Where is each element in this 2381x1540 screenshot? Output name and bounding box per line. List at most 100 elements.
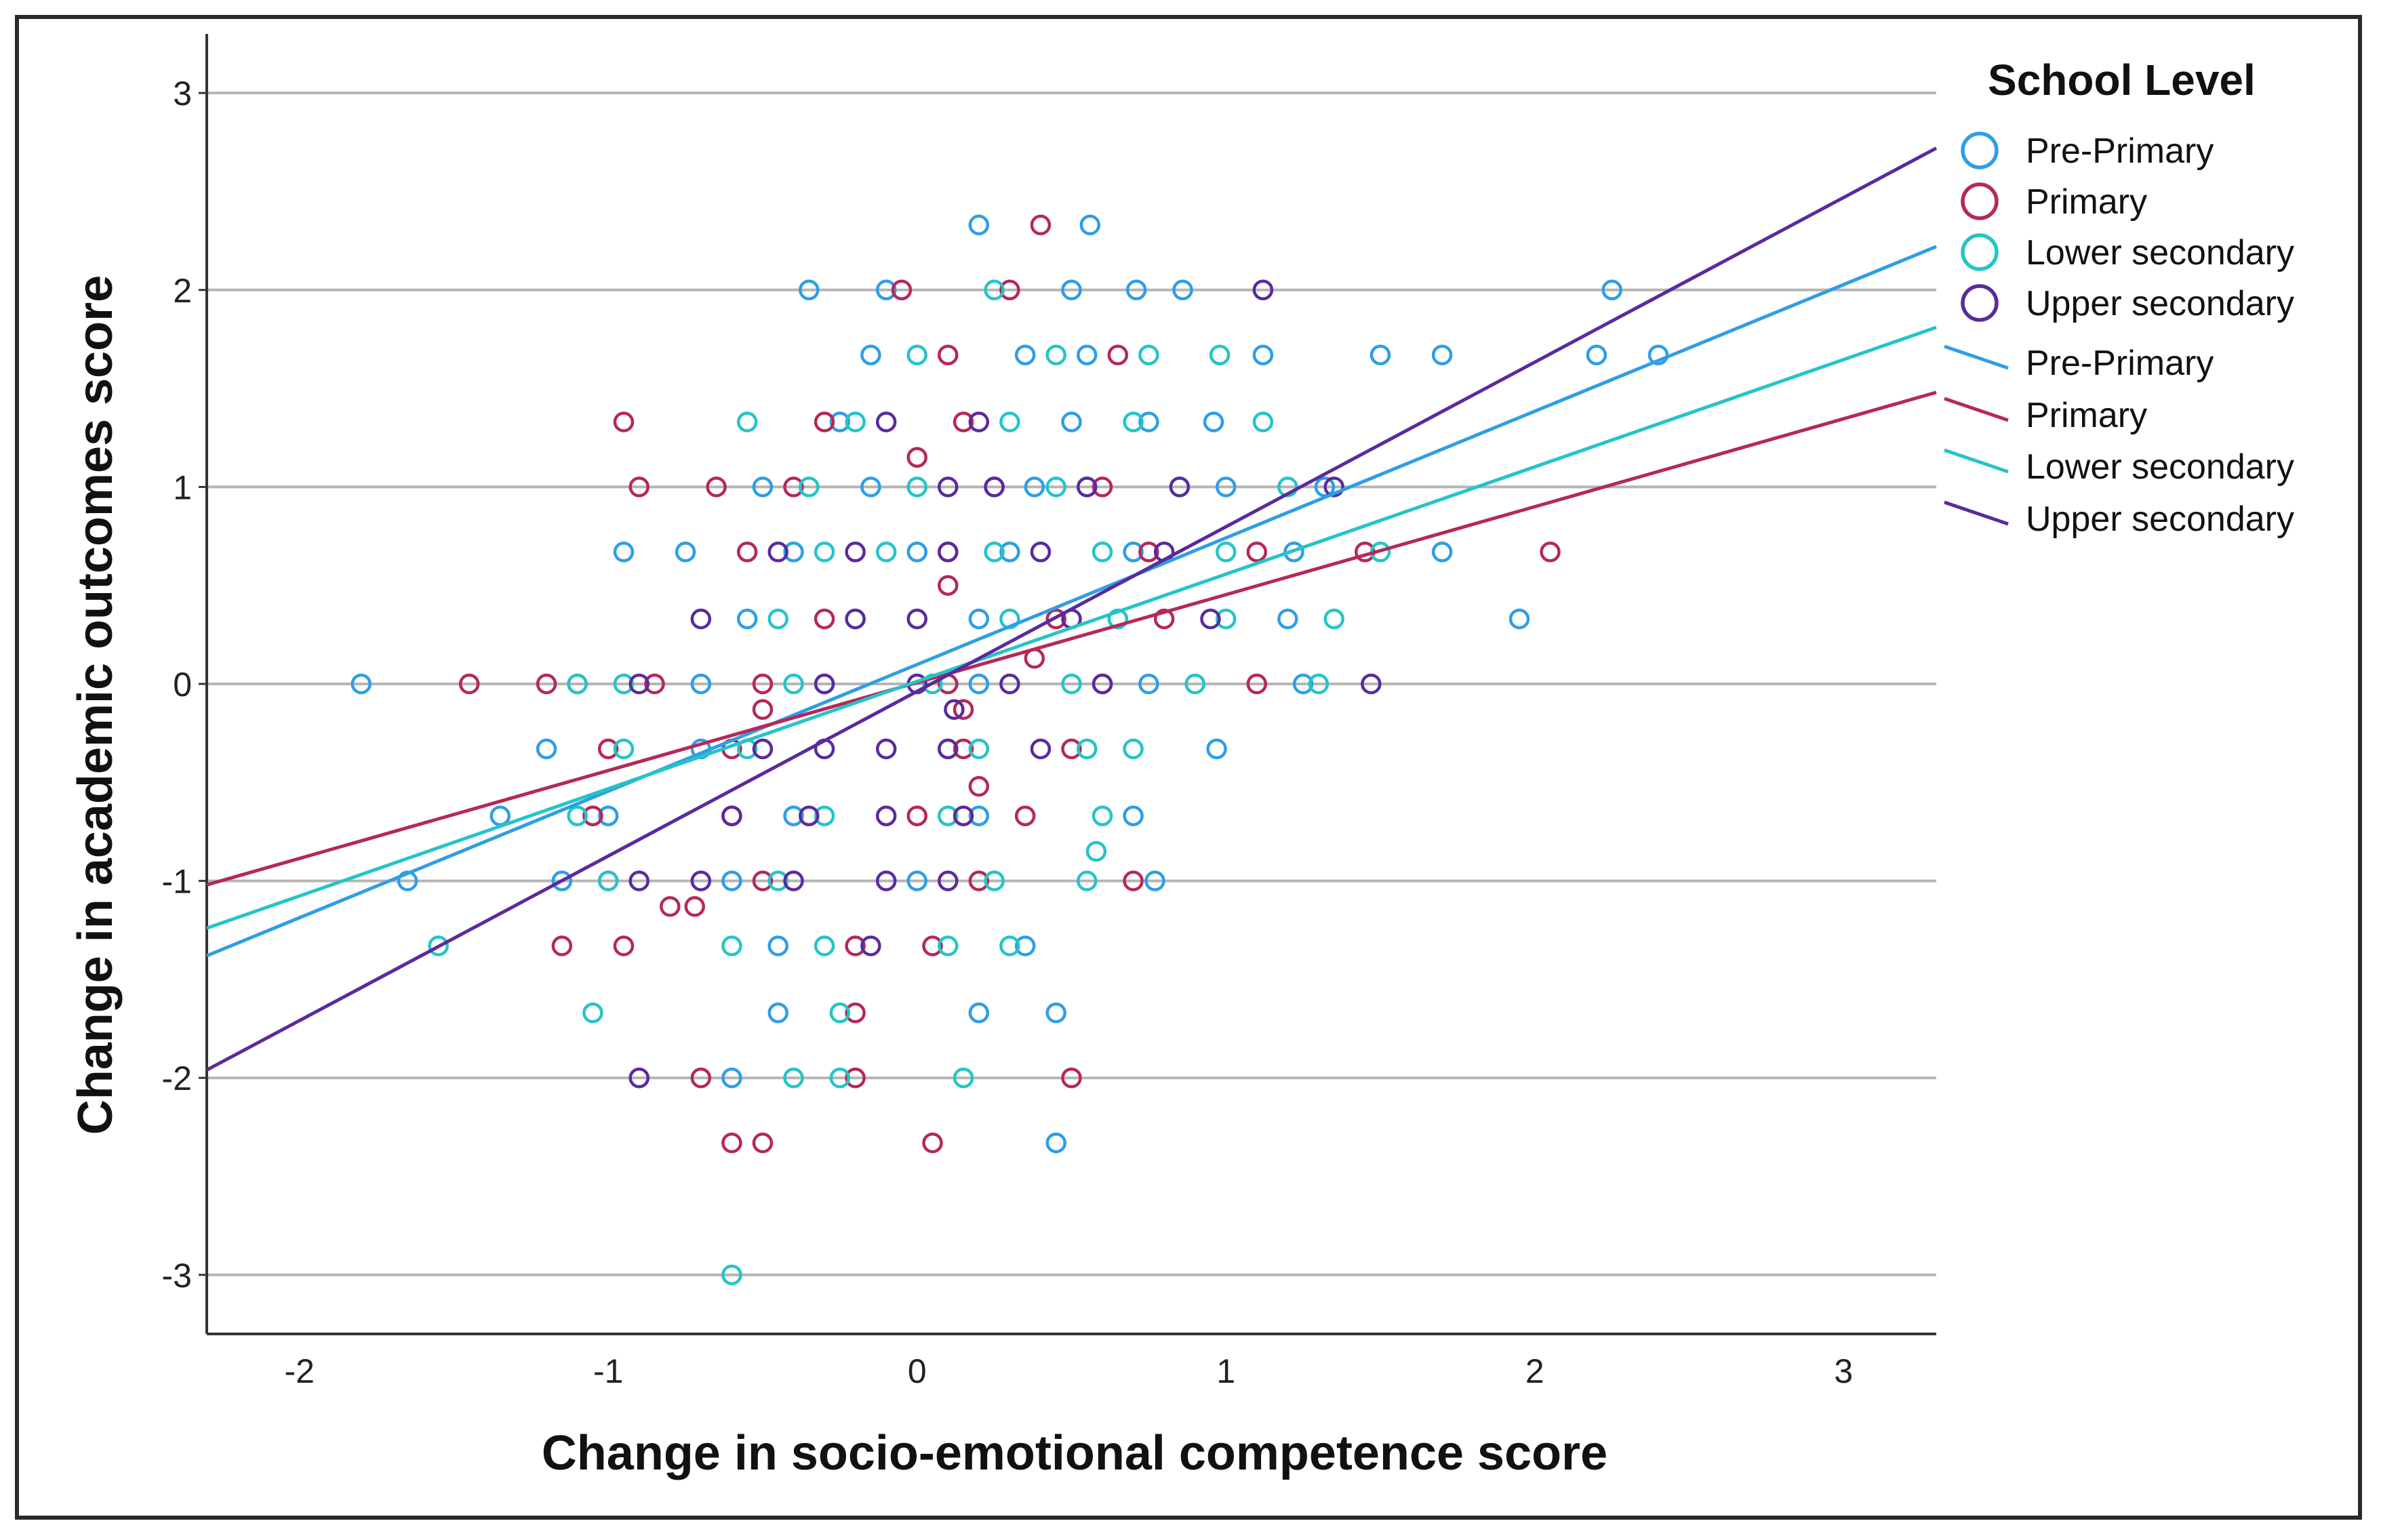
point-primary — [1107, 344, 1129, 365]
point-lower-secondary — [984, 279, 1005, 301]
point-upper-secondary — [628, 673, 649, 695]
point-primary — [613, 411, 635, 432]
point-primary — [613, 935, 635, 956]
point-lower-secondary — [829, 1002, 851, 1024]
point-primary — [845, 1067, 866, 1089]
point-lower-secondary — [799, 477, 820, 498]
legend-title: School Level — [1988, 56, 2256, 104]
point-primary — [628, 477, 649, 498]
legend-line-label-primary: Primary — [2026, 396, 2147, 435]
point-lower-secondary — [1085, 840, 1107, 862]
series-upper-secondary — [628, 279, 1382, 1089]
point-upper-secondary — [690, 608, 712, 630]
point-pre-primary — [1206, 738, 1227, 760]
point-primary — [938, 575, 959, 596]
point-lower-secondary — [968, 738, 990, 760]
point-pre-primary — [690, 673, 712, 695]
y-axis-title: Change in academic outcomes score — [68, 275, 123, 1135]
point-primary — [1246, 542, 1268, 563]
point-primary — [690, 1067, 712, 1089]
point-primary — [1061, 1067, 1082, 1089]
legend-line-pre-primary — [1944, 344, 2009, 370]
legend-line-label-upper-secondary: Upper secondary — [2026, 500, 2294, 539]
point-primary — [922, 1132, 943, 1154]
point-upper-secondary — [968, 411, 990, 432]
point-primary — [536, 673, 557, 695]
point-upper-secondary — [814, 673, 835, 695]
data-points — [351, 214, 1669, 1286]
point-primary — [1030, 214, 1052, 236]
point-upper-secondary — [845, 608, 866, 630]
legend-marker-primary — [1961, 182, 1999, 220]
point-upper-secondary — [906, 608, 927, 630]
point-lower-secondary — [938, 805, 959, 826]
point-lower-secondary — [428, 935, 449, 956]
point-primary — [597, 738, 619, 760]
point-upper-secondary — [938, 542, 959, 563]
point-pre-primary — [1024, 477, 1045, 498]
point-lower-secondary — [736, 411, 758, 432]
point-lower-secondary — [613, 738, 635, 760]
x-axis-title: Change in socio-emotional competence sco… — [542, 1426, 1607, 1480]
point-primary — [814, 411, 835, 432]
legend-line-label-lower-secondary: Lower secondary — [2026, 447, 2294, 487]
y-tick-label: 3 — [173, 75, 192, 113]
point-primary — [752, 870, 774, 891]
point-pre-primary — [675, 542, 696, 563]
point-lower-secondary — [829, 1067, 851, 1089]
point-upper-secondary — [938, 477, 959, 498]
point-lower-secondary — [767, 870, 788, 891]
point-lower-secondary — [721, 935, 742, 956]
legend-line-label-pre-primary: Pre-Primary — [2026, 344, 2214, 383]
y-tick-label: -2 — [162, 1059, 192, 1097]
point-primary — [752, 1132, 774, 1154]
point-lower-secondary — [814, 542, 835, 563]
point-upper-secondary — [1092, 673, 1113, 695]
point-pre-primary — [906, 870, 927, 891]
point-pre-primary — [1079, 214, 1101, 236]
point-lower-secondary — [1077, 738, 1098, 760]
point-lower-secondary — [1123, 411, 1144, 432]
point-pre-primary — [752, 477, 774, 498]
legend-line-upper-secondary — [1944, 500, 2009, 526]
point-primary — [1014, 805, 1036, 826]
legend-label-primary: Primary — [2026, 182, 2147, 222]
point-lower-secondary — [783, 673, 804, 695]
point-upper-secondary — [767, 542, 788, 563]
point-pre-primary — [1138, 411, 1159, 432]
point-primary — [736, 542, 758, 563]
point-upper-secondary — [875, 805, 897, 826]
point-pre-primary — [1045, 1002, 1066, 1024]
point-primary — [845, 935, 866, 956]
legend-line-primary — [1944, 397, 2009, 422]
x-tick-label: 2 — [1525, 1352, 1544, 1390]
point-lower-secondary — [1123, 738, 1144, 760]
point-primary — [1061, 738, 1082, 760]
fit-line-primary — [206, 390, 1937, 887]
point-primary — [458, 673, 480, 695]
point-pre-primary — [1172, 279, 1193, 301]
point-pre-primary — [1138, 673, 1159, 695]
point-lower-secondary — [814, 935, 835, 956]
point-lower-secondary — [906, 344, 927, 365]
point-upper-secondary — [938, 738, 959, 760]
point-primary — [953, 738, 974, 760]
y-tick-label: -3 — [162, 1257, 192, 1295]
point-upper-secondary — [628, 1067, 649, 1089]
point-lower-secondary — [582, 1002, 603, 1024]
point-primary — [684, 896, 705, 917]
point-pre-primary — [1061, 411, 1082, 432]
point-lower-secondary — [1216, 608, 1237, 630]
point-lower-secondary — [984, 542, 1005, 563]
point-lower-secondary — [938, 935, 959, 956]
point-upper-secondary — [1030, 542, 1052, 563]
point-lower-secondary — [1209, 344, 1230, 365]
point-upper-secondary — [1077, 477, 1098, 498]
point-upper-secondary — [944, 699, 965, 721]
point-primary — [922, 935, 943, 956]
point-lower-secondary — [597, 870, 619, 891]
point-lower-secondary — [1092, 805, 1113, 826]
point-pre-primary — [1144, 870, 1165, 891]
point-primary — [906, 447, 927, 468]
point-primary — [999, 279, 1020, 301]
